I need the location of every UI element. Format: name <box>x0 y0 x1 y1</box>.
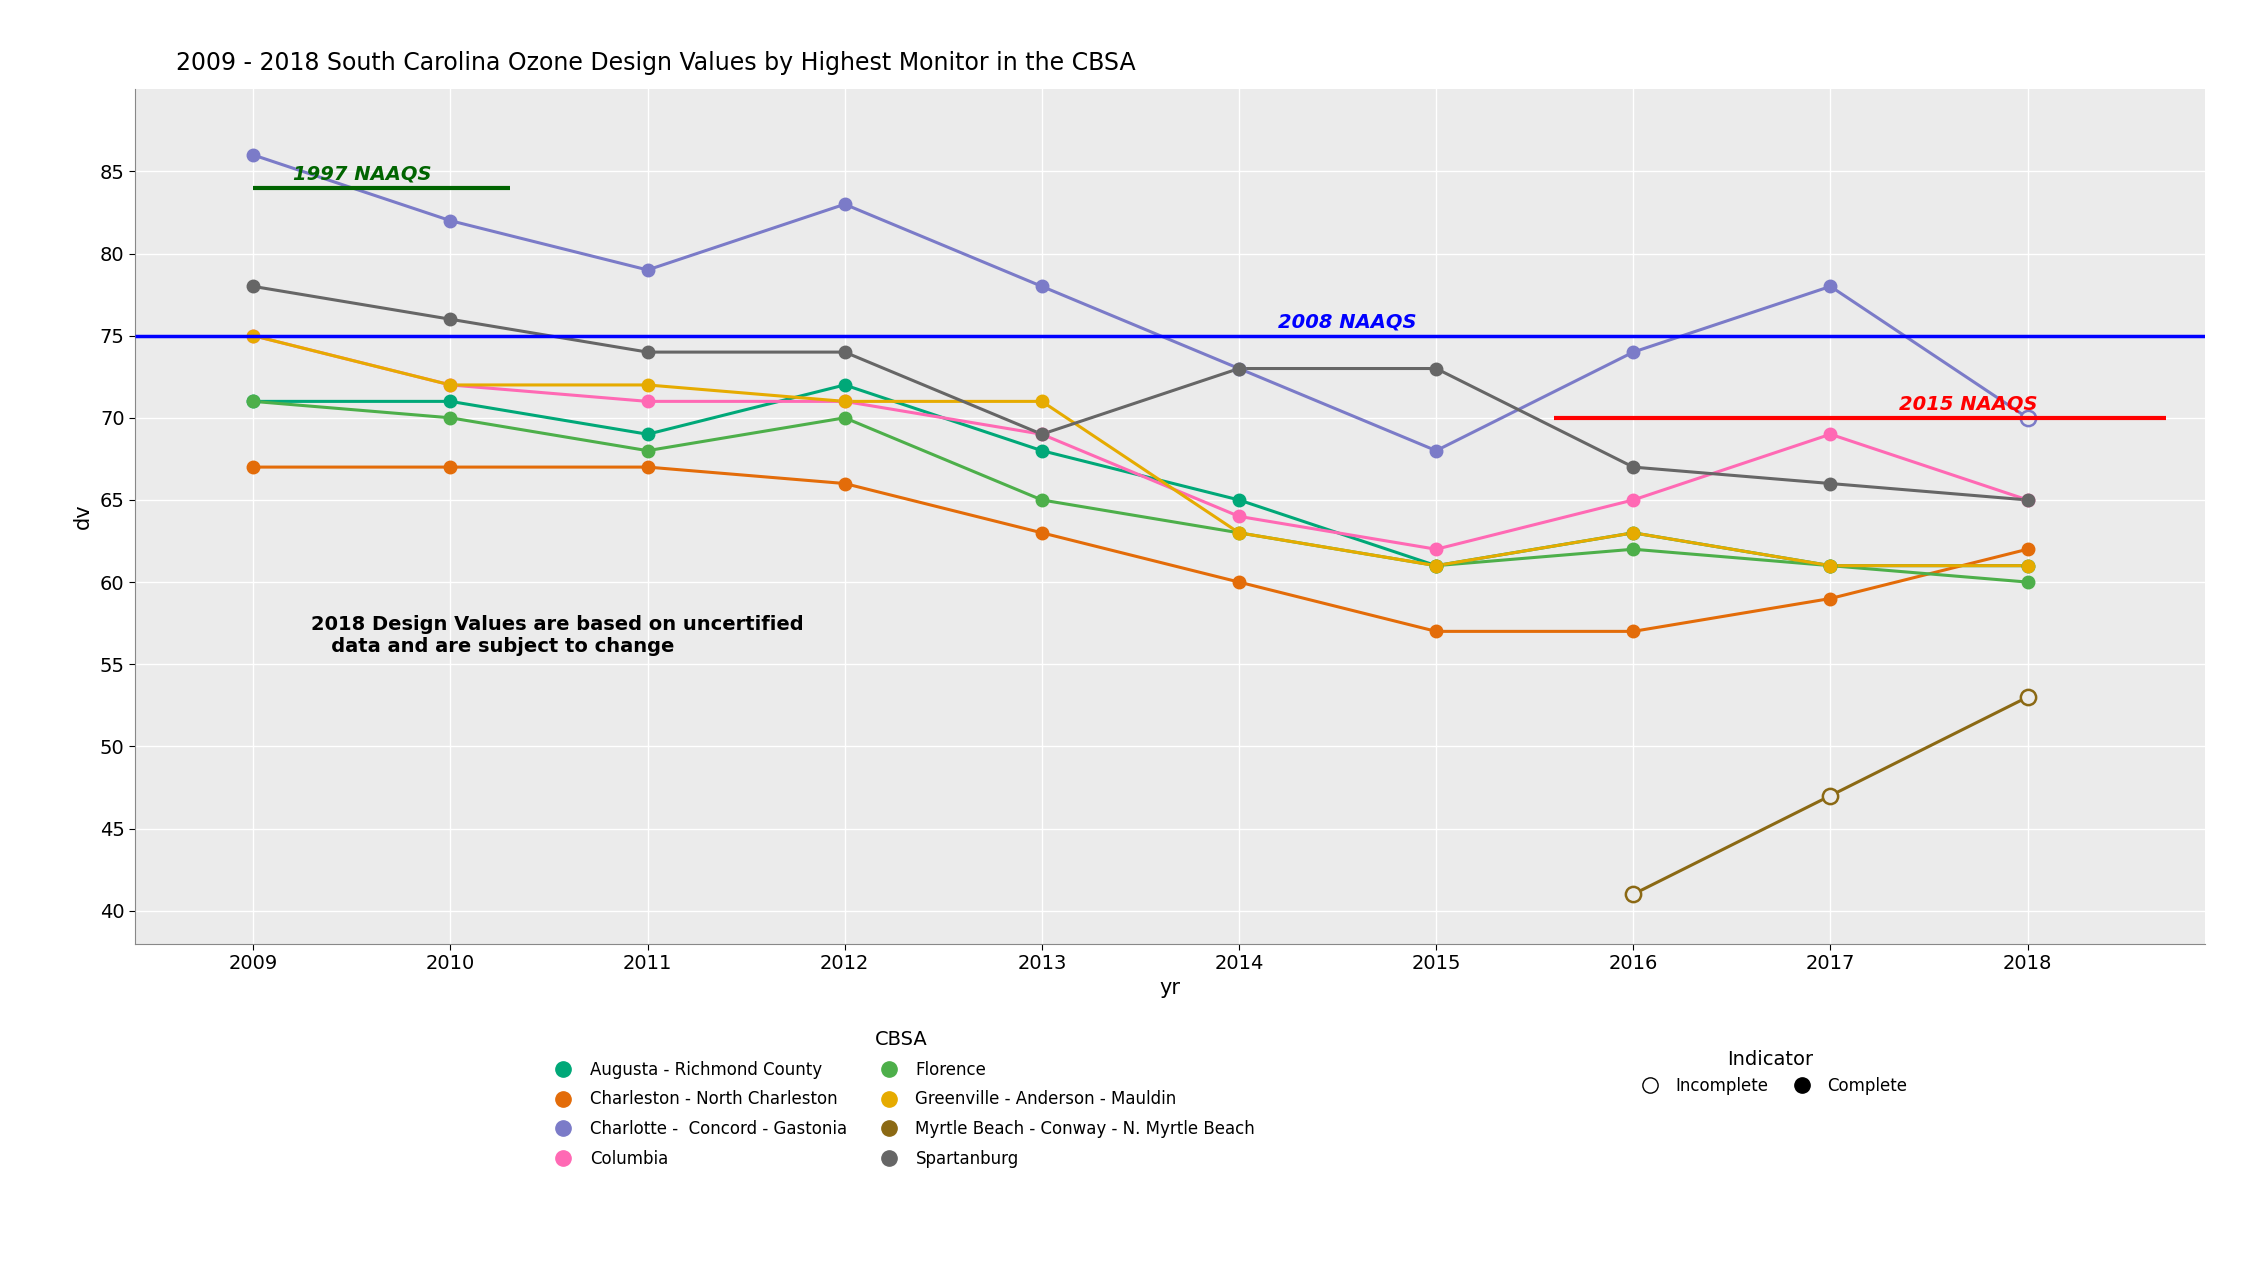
Text: 2008 NAAQS: 2008 NAAQS <box>1278 312 1418 332</box>
Y-axis label: dv: dv <box>72 504 92 529</box>
Text: 2018 Design Values are based on uncertified
   data and are subject to change: 2018 Design Values are based on uncertif… <box>310 616 803 657</box>
Legend: Incomplete, Complete: Incomplete, Complete <box>1627 1043 1912 1102</box>
X-axis label: yr: yr <box>1159 978 1181 998</box>
Text: 2009 - 2018 South Carolina Ozone Design Values by Highest Monitor in the CBSA: 2009 - 2018 South Carolina Ozone Design … <box>176 51 1136 75</box>
Text: 2015 NAAQS: 2015 NAAQS <box>1899 394 2038 413</box>
Text: 1997 NAAQS: 1997 NAAQS <box>292 164 432 184</box>
